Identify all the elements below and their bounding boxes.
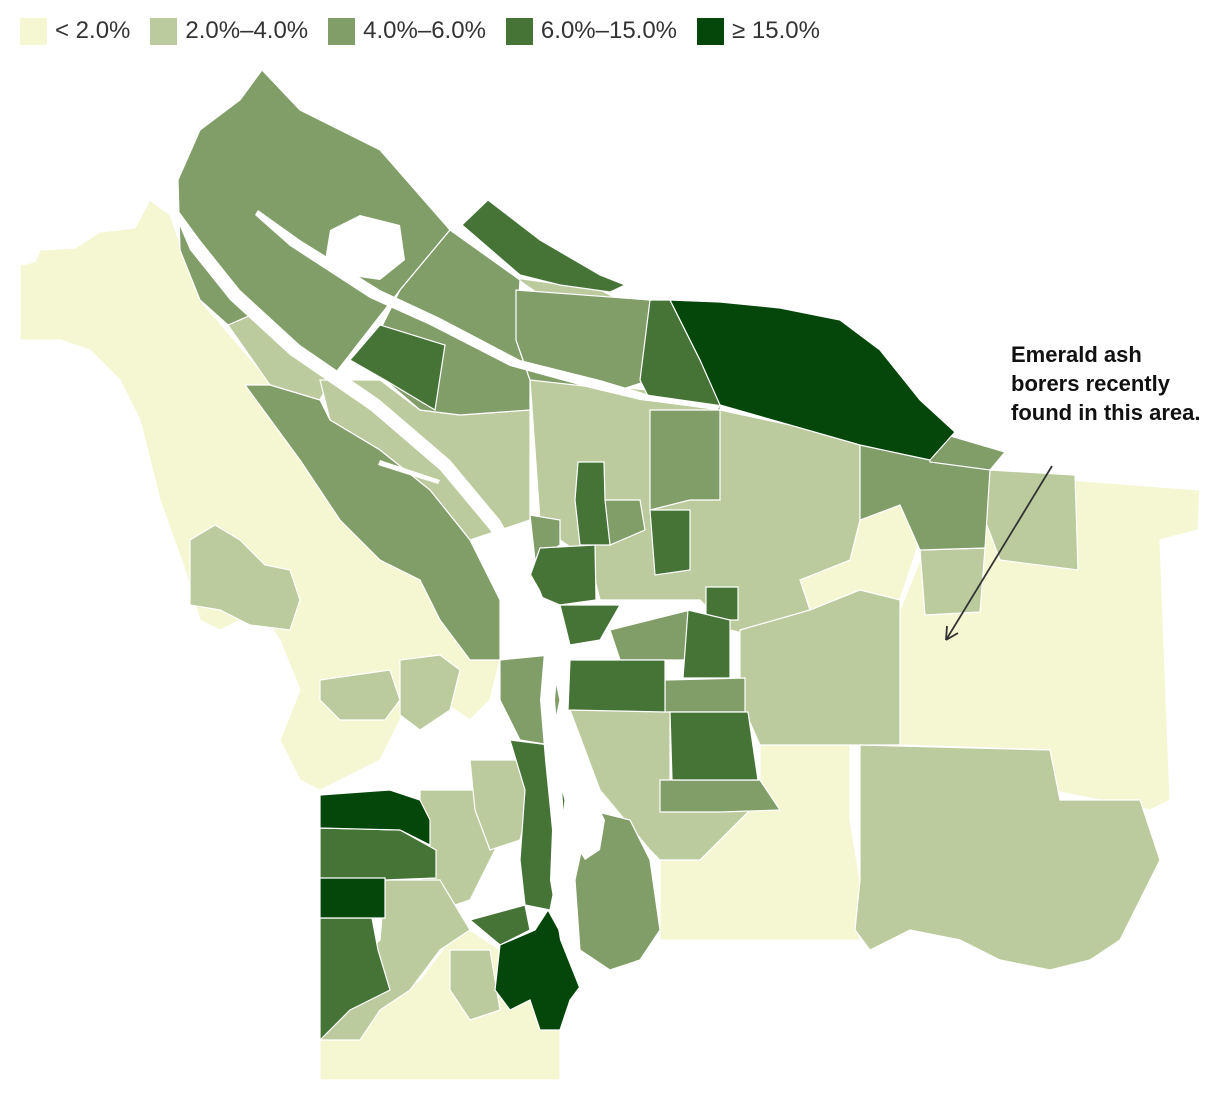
annotation-arrow [945, 465, 1053, 641]
region [449, 949, 501, 1021]
legend-label: 2.0%–4.0% [185, 17, 309, 44]
region [649, 509, 691, 576]
legend-item: < 2.0% [20, 17, 130, 45]
legend-swatch [697, 17, 725, 45]
region-lightest-group [19, 199, 1201, 1081]
legend-item: ≥ 15.0% [697, 17, 820, 45]
legend-swatch [505, 17, 533, 45]
region [705, 586, 739, 621]
region [609, 609, 691, 661]
region [574, 461, 611, 546]
region [461, 199, 627, 293]
river-group [175, 210, 720, 990]
island [325, 215, 405, 280]
annotation-text: Emerald ash borers recently found in thi… [1011, 342, 1201, 425]
river-branch [378, 460, 440, 484]
region [468, 904, 531, 946]
legend-swatch [150, 17, 178, 45]
region [319, 669, 401, 721]
region [649, 409, 721, 511]
region [399, 654, 461, 731]
legend-label: 6.0%–15.0% [540, 17, 678, 44]
legend-item: 2.0%–4.0% [150, 17, 308, 45]
region [515, 289, 651, 391]
region [319, 877, 386, 919]
region [189, 524, 301, 631]
region [559, 604, 622, 646]
legend-swatch [328, 17, 356, 45]
region [319, 789, 431, 846]
region [659, 779, 782, 813]
legend-label: < 2.0% [55, 17, 131, 44]
region [984, 469, 1079, 571]
region [682, 609, 731, 679]
legend-item: 6.0%–15.0% [505, 17, 678, 45]
ross-island [568, 790, 605, 860]
region [669, 711, 759, 781]
region-light-group [189, 277, 1161, 1041]
legend-label: ≥ 15.0% [732, 17, 820, 44]
region [919, 547, 986, 616]
legend: < 2.0% 2.0%–4.0% 4.0%–6.0% 6.0%–15.0% ≥ … [20, 14, 840, 48]
region [243, 384, 501, 661]
region [664, 677, 746, 713]
legend-label: 4.0%–6.0% [363, 17, 486, 44]
legend-swatch [20, 17, 47, 45]
region [669, 299, 956, 461]
region [349, 324, 446, 411]
region [567, 659, 666, 713]
legend-item: 4.0%–6.0% [328, 17, 486, 45]
region [854, 744, 1161, 971]
